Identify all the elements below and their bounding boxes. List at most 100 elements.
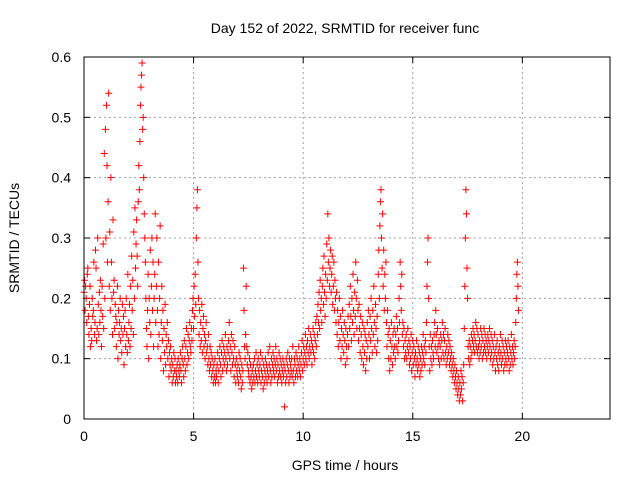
data-point (337, 355, 345, 363)
data-point (114, 355, 122, 363)
data-point (424, 258, 432, 266)
data-point (206, 343, 214, 351)
data-point (407, 331, 415, 339)
data-point (132, 264, 140, 272)
data-point (381, 270, 389, 278)
data-point (426, 367, 434, 375)
data-point (193, 204, 201, 212)
data-point (192, 234, 200, 242)
data-point (81, 306, 89, 314)
data-point (461, 282, 469, 290)
data-point (122, 294, 130, 302)
data-point (185, 355, 193, 363)
data-point (111, 325, 119, 332)
data-point (198, 300, 206, 308)
data-point (421, 361, 429, 369)
data-point (181, 367, 189, 375)
data-point (404, 325, 412, 332)
data-point (101, 125, 109, 133)
data-point (231, 343, 239, 351)
data-point (308, 361, 316, 369)
data-point (378, 264, 386, 272)
data-point (350, 331, 358, 339)
data-point (159, 367, 167, 375)
data-point (373, 312, 381, 320)
data-point (504, 337, 512, 345)
data-point (345, 300, 353, 308)
data-point (266, 343, 274, 351)
data-point (371, 300, 379, 308)
data-point (125, 300, 133, 308)
data-point (354, 306, 362, 314)
data-point (89, 306, 97, 314)
data-point (330, 258, 338, 266)
data-point (112, 343, 120, 351)
data-point (157, 318, 165, 326)
data-point (322, 294, 330, 302)
data-point (446, 343, 454, 351)
data-point (341, 337, 349, 345)
data-point (510, 349, 518, 357)
data-point (431, 318, 439, 326)
data-point (194, 258, 202, 266)
data-point (84, 264, 92, 272)
data-point (138, 71, 146, 79)
data-point (436, 361, 444, 369)
data-point (125, 318, 133, 326)
data-point (311, 337, 319, 345)
x-tick-label: 15 (405, 428, 421, 444)
data-point (116, 294, 124, 302)
data-point (98, 343, 106, 351)
data-point (105, 282, 113, 290)
data-point (320, 252, 328, 260)
data-point (186, 343, 194, 351)
data-point (129, 276, 137, 284)
data-point (108, 294, 116, 302)
data-point (87, 343, 95, 351)
data-point (98, 282, 106, 290)
data-point (449, 355, 457, 363)
data-point (110, 288, 118, 296)
data-point (339, 306, 347, 314)
data-point (323, 276, 331, 284)
data-point (156, 222, 164, 230)
data-point (117, 337, 125, 345)
data-point (364, 343, 372, 351)
data-point (144, 270, 152, 278)
data-point (382, 258, 390, 266)
data-point (239, 264, 247, 272)
x-tick-label: 10 (295, 428, 311, 444)
data-point (373, 349, 381, 357)
data-point (460, 361, 468, 369)
data-point (132, 240, 140, 248)
data-point (312, 343, 320, 351)
data-point (376, 222, 384, 230)
data-point (199, 325, 207, 332)
data-point (133, 252, 141, 260)
data-point (329, 282, 337, 290)
data-point (511, 343, 519, 351)
data-point (141, 234, 149, 242)
y-tick-label: 0.5 (52, 109, 72, 125)
data-point (366, 312, 374, 320)
data-point (333, 288, 341, 296)
data-point (327, 246, 335, 254)
data-point (127, 325, 135, 332)
data-point (99, 312, 107, 320)
data-point (514, 282, 522, 290)
data-point (397, 306, 405, 314)
data-point (136, 137, 144, 145)
data-point (321, 288, 329, 296)
data-point (336, 312, 344, 320)
data-point (202, 318, 210, 326)
data-point (121, 325, 129, 332)
y-tick-label: 0.6 (52, 49, 72, 65)
data-point (162, 331, 170, 339)
data-point (355, 300, 363, 308)
data-point (459, 379, 467, 387)
data-point (137, 83, 145, 91)
data-point (422, 318, 430, 326)
data-point (196, 306, 204, 314)
data-point (129, 331, 137, 339)
data-point (343, 355, 351, 363)
